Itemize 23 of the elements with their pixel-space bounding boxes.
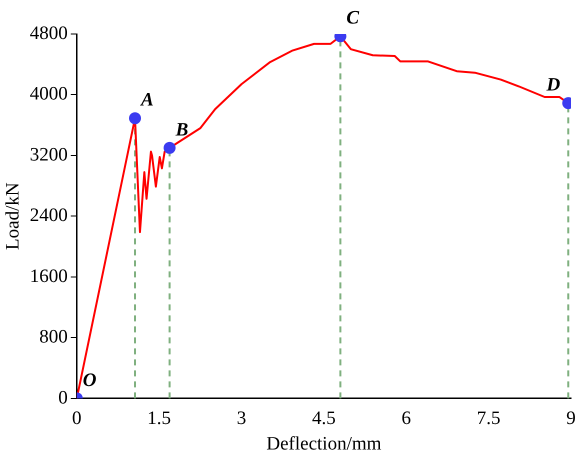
x-axis-title: Deflection/mm <box>266 434 382 455</box>
annotation: C <box>346 8 360 29</box>
y-axis-title: Load/kN <box>2 182 24 250</box>
y-tick-label: 2400 <box>30 205 68 226</box>
y-tick-label: 4000 <box>30 84 68 105</box>
x-tick-label: 0 <box>72 408 82 429</box>
x-tick-label: 4.5 <box>312 408 336 429</box>
annotation: D <box>546 74 561 96</box>
x-tick-label: 6 <box>402 408 412 429</box>
x-tick-label: 7.5 <box>476 408 501 429</box>
y-tick-label: 1600 <box>30 266 68 287</box>
point <box>164 142 176 154</box>
point <box>129 112 142 124</box>
y-tick-label: 800 <box>39 326 68 348</box>
x-tick-label: 3 <box>236 408 246 429</box>
x-tick-label: 1.5 <box>147 408 172 429</box>
annotation: O <box>82 370 97 391</box>
annotation: A <box>140 90 154 111</box>
y-tick-label: 4800 <box>30 22 68 44</box>
y-tick-label: 0 <box>58 387 68 408</box>
x-tick-label: 9 <box>566 408 576 429</box>
y-tick-label: 3200 <box>30 144 68 166</box>
annotation: B <box>174 119 188 140</box>
